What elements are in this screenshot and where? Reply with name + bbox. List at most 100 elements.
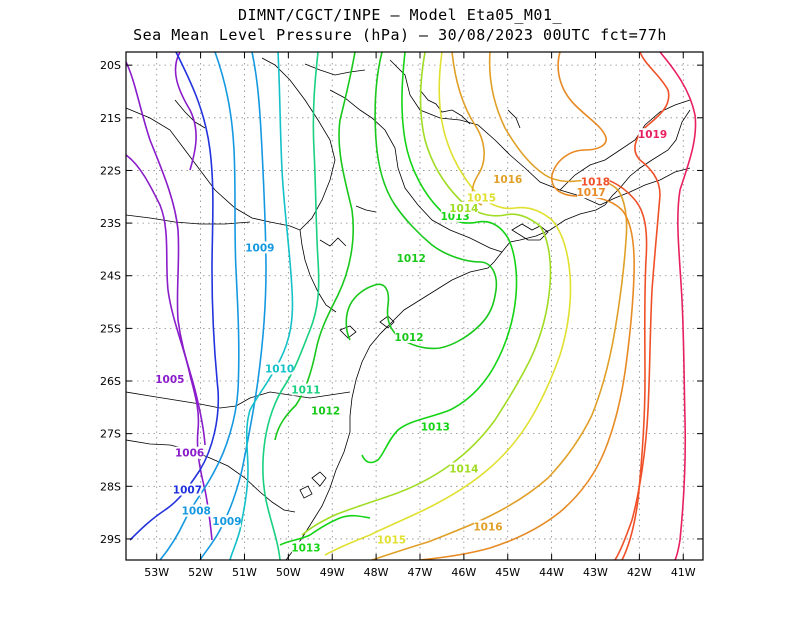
river (419, 89, 471, 125)
isobar-1018b (599, 177, 648, 560)
isobar-label-background (245, 241, 274, 254)
lon-tick-label: 49W (320, 566, 345, 579)
lon-tick-label: 50W (276, 566, 301, 579)
lon-tick-label: 46W (451, 566, 476, 579)
isobar-label-background (291, 383, 320, 396)
isobar-label-background (291, 541, 320, 554)
isobar-label-background (175, 446, 204, 459)
isobar-label-1011: 1011 (291, 385, 320, 397)
isobar-label-1019: 1019 (638, 129, 667, 141)
plot-frame (125, 51, 704, 561)
lon-tick-label: 53W (144, 566, 169, 579)
river (507, 109, 521, 129)
isobar-label-background (449, 462, 478, 475)
isobar-label-1013: 1013 (291, 542, 320, 554)
lat-tick-label: 24S (100, 270, 121, 283)
isobar-label-1018: 1018 (581, 177, 610, 189)
isobar-1013b (279, 514, 371, 546)
lon-tick-label: 52W (188, 566, 213, 579)
isobar-label-background (638, 128, 667, 141)
lon-tick-label: 44W (539, 566, 564, 579)
lat-tick-label: 23S (100, 217, 121, 230)
map-subtitle: Sea Mean Level Pressure (hPa) – 30/08/20… (133, 26, 667, 44)
state-border (126, 107, 337, 313)
isobar-label-1015: 1015 (467, 192, 496, 204)
lon-tick-label: 48W (364, 566, 389, 579)
isobar-label-background (311, 404, 340, 417)
isobar-1012 (274, 52, 356, 441)
isobar-label-background (182, 504, 211, 517)
lon-tick-label: 51W (232, 566, 257, 579)
coastline-borders (126, 57, 691, 560)
isobar-label-1013: 1013 (421, 421, 450, 433)
state-border (126, 439, 296, 513)
state-border (126, 391, 351, 409)
isobar-1011 (262, 52, 320, 560)
isobar-label-background (173, 483, 202, 496)
lat-tick-label: 20S (100, 59, 121, 72)
isobar-1007 (129, 52, 220, 541)
isobar-label-1009: 1009 (212, 516, 241, 528)
isobar-label-1017: 1017 (576, 187, 605, 199)
isobar-1017 (419, 52, 635, 560)
isobar-1005b (174, 52, 197, 171)
isobar-label-background (467, 191, 496, 204)
state-border (304, 63, 366, 76)
isobar-label-1016: 1016 (493, 174, 522, 186)
island (379, 315, 395, 329)
isobar-label-1006: 1006 (175, 448, 204, 460)
lat-tick-label: 27S (100, 428, 121, 441)
isobar-label-1012: 1012 (394, 332, 423, 344)
lat-tick-label: 26S (100, 375, 121, 388)
axis-ticks (126, 52, 703, 560)
isobar-1014 (301, 52, 552, 536)
coastline (285, 109, 691, 560)
lon-tick-label: 47W (408, 566, 433, 579)
isobars (126, 52, 697, 560)
isobar-label-background (265, 362, 294, 375)
isobar-1013 (361, 52, 518, 464)
isobar-1012b (345, 52, 498, 350)
isobar-label-background (395, 330, 424, 343)
lat-tick-label: 28S (100, 480, 121, 493)
lat-tick-label: 21S (100, 112, 121, 125)
isobar-1019 (659, 52, 697, 560)
river (355, 205, 377, 213)
bay (511, 223, 549, 241)
isobar-label-1014: 1014 (449, 203, 478, 215)
isobar-label-background (449, 201, 478, 214)
state-border (174, 99, 206, 129)
isobar-1018 (614, 52, 670, 560)
lon-tick-label: 41W (671, 566, 696, 579)
river (319, 237, 347, 247)
state-border (126, 214, 251, 225)
isobar-label-background (212, 515, 241, 528)
lon-tick-label: 45W (495, 566, 520, 579)
isobar-label-1012: 1012 (311, 406, 340, 418)
state-border (329, 89, 503, 253)
isobar-label-background (155, 373, 184, 386)
isobar-label-background (421, 420, 450, 433)
isobar-1006 (126, 61, 206, 446)
isobar-labels: 1005100610071008100910091010101110121012… (155, 128, 667, 554)
graticule (126, 52, 703, 560)
isobar-1015 (324, 52, 572, 556)
map-title: DIMNT/CGCT/INPE – Model Eta05_M01_ (237, 6, 563, 24)
lon-tick-label: 43W (583, 566, 608, 579)
isobar-label-background (581, 175, 610, 188)
isobar-1005 (126, 154, 213, 541)
isobar-label-1016: 1016 (473, 521, 502, 533)
isobar-label-1012: 1012 (397, 253, 426, 265)
isobar-label-1014: 1014 (449, 464, 478, 476)
lat-tick-label: 25S (100, 322, 121, 335)
isobar-label-1007: 1007 (173, 485, 202, 497)
isobar-label-1008: 1008 (182, 506, 211, 518)
lagoon (311, 471, 327, 487)
isobar-label-background (397, 251, 426, 264)
lagoon (299, 485, 313, 499)
state-border (261, 57, 336, 231)
isobar-label-background (577, 186, 606, 199)
isobar-label-background (377, 533, 406, 546)
